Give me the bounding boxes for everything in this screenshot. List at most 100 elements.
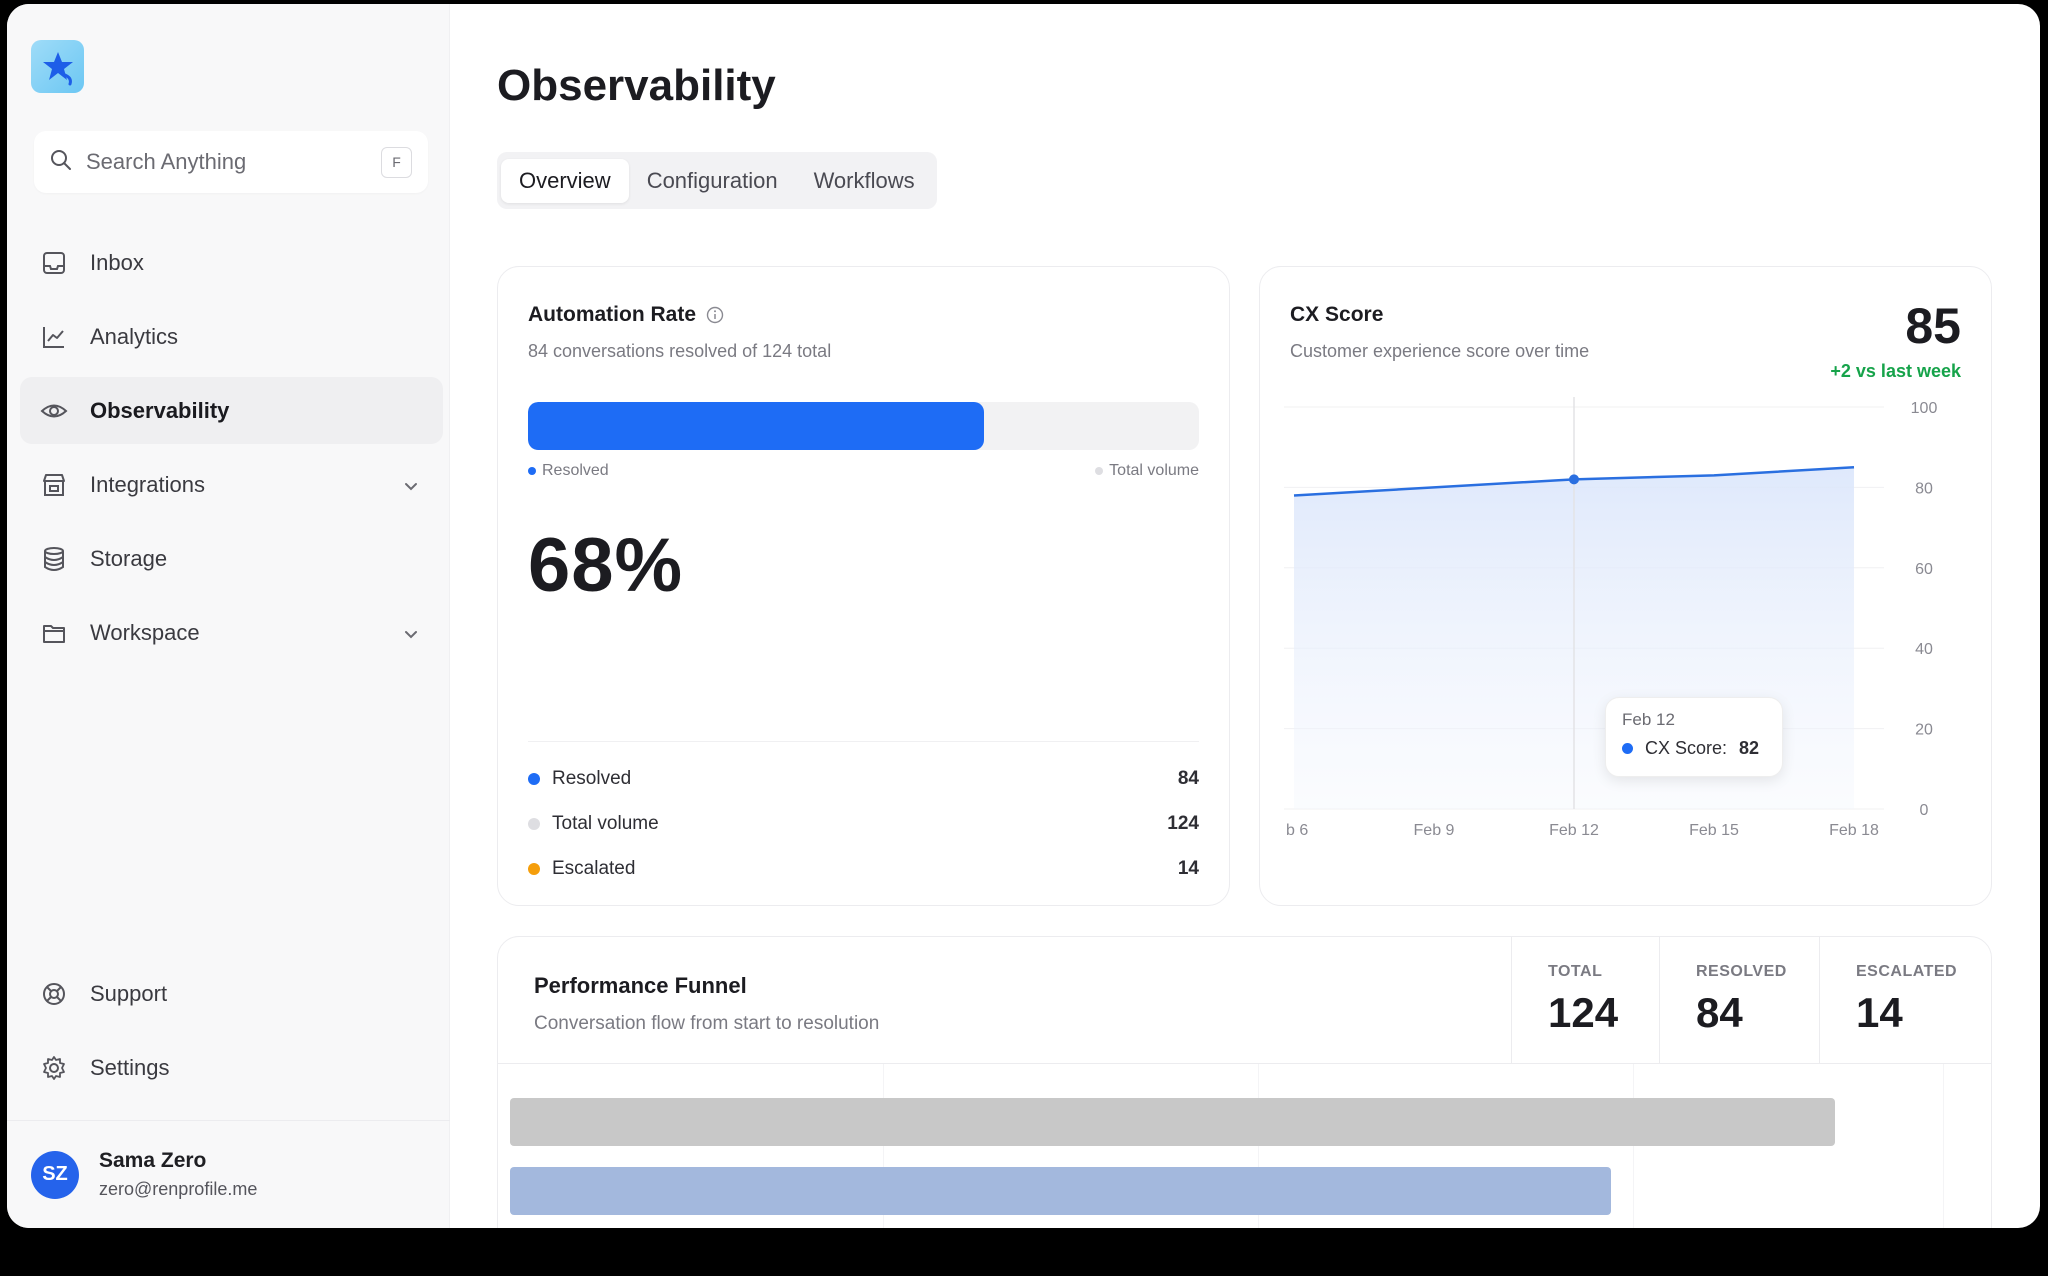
lifebuoy-icon [40, 980, 68, 1008]
performance-funnel-card: Performance Funnel Conversation flow fro… [497, 936, 1992, 1228]
y-tick-label: 60 [1915, 561, 1933, 578]
automation-percent: 68% [528, 523, 684, 608]
chevron-down-icon[interactable] [403, 620, 419, 646]
funnel-chart [498, 1063, 1991, 1228]
integrations-icon [40, 471, 68, 499]
sidebar-item-inbox[interactable]: Inbox [20, 229, 443, 296]
app-window: Search Anything F Inbox Analytics Obs [7, 4, 2040, 1228]
card-title: Automation Rate [528, 303, 1199, 327]
gear-icon [40, 1054, 68, 1082]
y-tick-label: 80 [1915, 480, 1933, 497]
funnel-header: Performance Funnel Conversation flow fro… [534, 973, 879, 1035]
automation-progress-bar [528, 402, 1199, 450]
sidebar-item-integrations[interactable]: Integrations [20, 451, 443, 518]
automation-rate-card: Automation Rate 84 conversations resolve… [497, 266, 1230, 906]
stat-row: Total volume 124 [528, 801, 1199, 846]
search-input[interactable]: Search Anything [86, 149, 247, 174]
automation-progress-fill [528, 402, 985, 450]
data-point [1569, 474, 1579, 485]
info-icon[interactable] [706, 306, 724, 324]
user-email: zero@renprofile.me [99, 1179, 258, 1199]
funnel-bar[interactable] [510, 1098, 1835, 1146]
x-tick-label: b 6 [1286, 822, 1308, 837]
user-name: Sama Zero [99, 1149, 207, 1172]
sidebar-item-observability[interactable]: Observability [20, 377, 443, 444]
cx-score-value: 85 [1905, 298, 1961, 354]
funnel-bar[interactable] [510, 1167, 1611, 1215]
app-logo-icon[interactable] [31, 40, 84, 93]
sidebar-item-label: Support [90, 980, 168, 1006]
sidebar-item-storage[interactable]: Storage [20, 525, 443, 592]
x-tick-label: Feb 15 [1689, 822, 1739, 837]
sidebar-item-settings[interactable]: Settings [20, 1034, 443, 1101]
stat-label: Escalated [528, 858, 635, 880]
sidebar-item-support[interactable]: Support [20, 960, 443, 1027]
sidebar-item-label: Inbox [90, 249, 144, 275]
y-tick-label: 40 [1915, 641, 1933, 658]
stat-label: Total volume [528, 813, 659, 835]
search-shortcut-badge: F [381, 146, 412, 178]
legend-total: Total volume [1095, 462, 1199, 480]
funnel-grid-line [1258, 1064, 1259, 1228]
funnel-subtitle: Conversation flow from start to resoluti… [534, 1013, 880, 1034]
kpi-total: TOTAL 124 [1511, 937, 1659, 1063]
kpi-label: RESOLVED [1696, 963, 1787, 980]
sidebar-nav: Inbox Analytics Observability Integratio… [20, 229, 443, 673]
page-title: Observability [497, 61, 776, 110]
sidebar-item-analytics[interactable]: Analytics [20, 303, 443, 370]
stat-label: Resolved [528, 768, 631, 790]
main-content: Observability Overview Configuration Wor… [7, 4, 2040, 1228]
tab-workflows[interactable]: Workflows [813, 167, 915, 193]
tooltip-value: 82 [1739, 738, 1760, 758]
tooltip-row: CX Score: 82 [1622, 738, 1766, 759]
y-tick-label: 0 [1920, 802, 1929, 819]
sidebar: Search Anything F Inbox Analytics Obs [7, 4, 450, 1228]
automation-subtitle: 84 conversations resolved of 124 total [528, 341, 832, 361]
stat-row: Resolved 84 [528, 756, 1199, 801]
funnel-grid-line [1943, 1064, 1944, 1228]
search-icon [50, 149, 72, 176]
folder-icon [40, 619, 68, 647]
tab-bar: Overview Configuration Workflows [497, 152, 937, 209]
cx-score-card: CX Score Customer experience score over … [1259, 266, 1992, 906]
inbox-icon [40, 249, 68, 277]
cx-subtitle: Customer experience score over time [1290, 341, 1590, 361]
search-bar[interactable]: Search Anything F [34, 131, 428, 193]
eye-icon [40, 397, 68, 425]
automation-stat-list: Resolved 84 Total volume 124 Escalated 14 [528, 741, 1199, 891]
database-icon [40, 545, 68, 573]
kpi-resolved: RESOLVED 84 [1659, 937, 1819, 1063]
chevron-down-icon[interactable] [403, 472, 419, 498]
tab-overview[interactable]: Overview [501, 158, 629, 203]
user-profile[interactable]: SZ Sama Zero zero@renprofile.me [7, 1120, 450, 1228]
y-tick-label: 100 [1911, 400, 1938, 417]
sidebar-item-label: Settings [90, 1054, 170, 1080]
sidebar-item-workspace[interactable]: Workspace [20, 599, 443, 666]
stat-row: Escalated 14 [528, 846, 1199, 891]
cx-title: CX Score [1290, 303, 1384, 326]
analytics-icon [40, 323, 68, 351]
tooltip-label: CX Score: [1645, 738, 1728, 758]
tooltip-date: Feb 12 [1622, 710, 1675, 729]
x-tick-label: Feb 18 [1829, 822, 1879, 837]
cx-score-delta: +2 vs last week [1830, 361, 1961, 381]
funnel-grid-line [1633, 1064, 1634, 1228]
sidebar-bottom-nav: Support Settings [20, 960, 443, 1108]
stat-value: 84 [1177, 767, 1199, 789]
x-tick-label: Feb 12 [1549, 822, 1599, 837]
sidebar-item-label: Analytics [90, 323, 179, 349]
kpi-value: 124 [1548, 989, 1619, 1036]
avatar: SZ [31, 1150, 79, 1199]
kpi-escalated: ESCALATED 14 [1819, 937, 1991, 1063]
kpi-label: ESCALATED [1856, 963, 1958, 980]
sidebar-item-label: Integrations [90, 471, 205, 497]
stat-dot [528, 862, 540, 875]
chart-tooltip: Feb 12 CX Score: 82 [1605, 697, 1783, 777]
tab-configuration[interactable]: Configuration [646, 167, 778, 193]
x-tick-label: Feb 9 [1414, 822, 1455, 837]
progress-legend: Resolved Total volume [528, 462, 1199, 480]
y-tick-label: 20 [1915, 722, 1933, 739]
stat-value: 124 [1167, 812, 1199, 834]
automation-title: Automation Rate [528, 303, 696, 326]
kpi-value: 84 [1696, 989, 1743, 1036]
